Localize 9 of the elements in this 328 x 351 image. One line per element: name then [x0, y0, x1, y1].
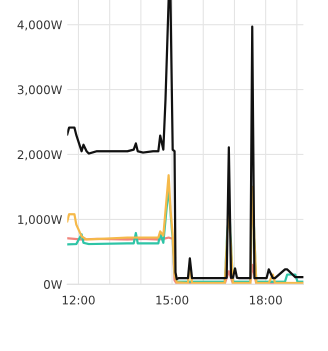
x-tick-label: 18:00: [250, 296, 282, 305]
y-tick-label: 0W: [44, 280, 62, 289]
x-tick-label: 15:00: [156, 296, 188, 305]
y-tick-label: 1,000W: [18, 215, 62, 226]
line-series: [67, 0, 304, 280]
x-tick-label: 12:00: [62, 296, 95, 305]
y-tick-label: 3,000W: [18, 85, 62, 96]
y-tick-label: 4,000W: [17, 20, 62, 31]
y-tick-label: 2,000W: [18, 150, 62, 160]
